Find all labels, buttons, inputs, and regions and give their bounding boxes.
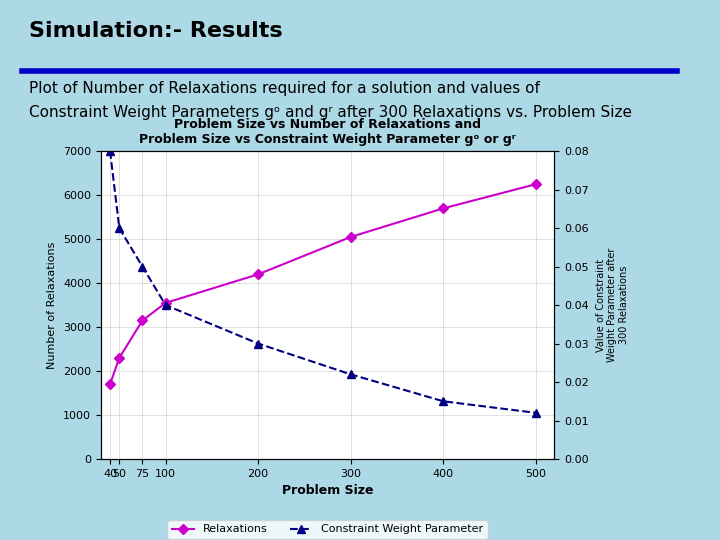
Relaxations xyxy=(161,300,170,306)
Text: Constraint Weight Parameters gᵒ and gʳ after 300 Relaxations vs. Problem Size: Constraint Weight Parameters gᵒ and gʳ a… xyxy=(29,105,632,119)
Line: Constraint Weight Parameter: Constraint Weight Parameter xyxy=(106,147,540,417)
Relaxations xyxy=(106,381,114,388)
Legend: Relaxations, Constraint Weight Parameter: Relaxations, Constraint Weight Parameter xyxy=(168,520,487,539)
X-axis label: Problem Size: Problem Size xyxy=(282,484,374,497)
Relaxations xyxy=(115,355,124,361)
Constraint Weight Parameter xyxy=(138,264,147,270)
Constraint Weight Parameter xyxy=(346,371,355,377)
Relaxations xyxy=(346,234,355,240)
Constraint Weight Parameter xyxy=(531,409,540,416)
Text: Simulation:- Results: Simulation:- Results xyxy=(29,22,282,42)
Relaxations xyxy=(439,205,448,212)
Constraint Weight Parameter xyxy=(439,398,448,404)
Line: Relaxations: Relaxations xyxy=(107,181,539,388)
Constraint Weight Parameter xyxy=(254,340,263,347)
Text: Plot of Number of Relaxations required for a solution and values of: Plot of Number of Relaxations required f… xyxy=(29,81,540,96)
Y-axis label: Value of Constraint
Weight Parameter after
300 Relaxations: Value of Constraint Weight Parameter aft… xyxy=(596,248,629,362)
Relaxations xyxy=(138,317,147,323)
Relaxations xyxy=(254,271,263,278)
Title: Problem Size vs Number of Relaxations and
Problem Size vs Constraint Weight Para: Problem Size vs Number of Relaxations an… xyxy=(139,118,516,146)
Constraint Weight Parameter xyxy=(161,302,170,308)
Relaxations xyxy=(531,181,540,187)
Constraint Weight Parameter xyxy=(106,148,114,154)
Y-axis label: Number of Relaxations: Number of Relaxations xyxy=(48,241,58,369)
Constraint Weight Parameter xyxy=(115,225,124,231)
